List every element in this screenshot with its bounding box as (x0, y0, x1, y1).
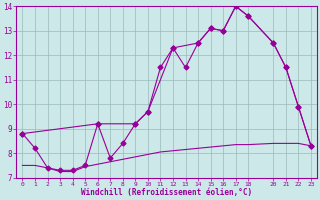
X-axis label: Windchill (Refroidissement éolien,°C): Windchill (Refroidissement éolien,°C) (81, 188, 252, 197)
